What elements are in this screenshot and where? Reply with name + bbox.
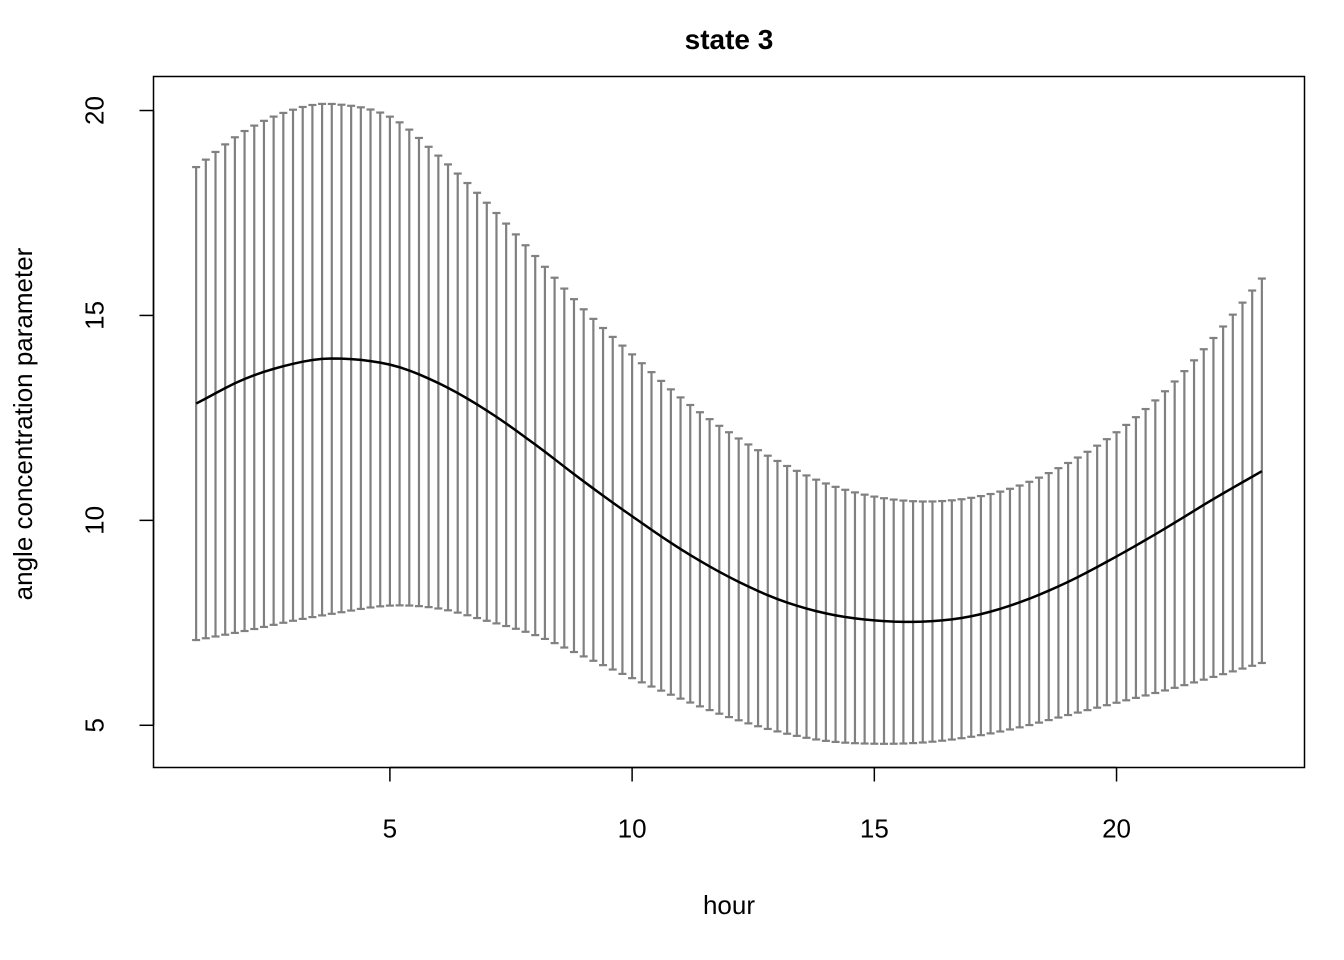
error-bar: [1025, 480, 1034, 727]
error-bar: [1228, 313, 1237, 673]
error-bar: [976, 494, 985, 737]
y-axis: 5 10 15 20: [80, 96, 155, 733]
x-tick-label: 10: [618, 814, 647, 844]
error-bar: [1180, 370, 1189, 687]
error-bar: [1083, 450, 1092, 712]
error-bar: [783, 464, 792, 735]
error-bar: [1170, 380, 1179, 689]
error-bar: [763, 454, 772, 731]
error-bar: [1238, 301, 1247, 670]
error-bar: [1112, 431, 1121, 704]
error-bar: [1035, 476, 1044, 724]
error-bars-group: [192, 102, 1266, 745]
error-bar: [1151, 399, 1160, 695]
error-bar: [1257, 277, 1266, 665]
error-bar: [1209, 336, 1218, 679]
error-bar: [812, 478, 821, 741]
error-bar: [250, 124, 259, 631]
chart-title: state 3: [685, 24, 774, 55]
error-bar: [1073, 456, 1082, 714]
error-bar: [734, 437, 743, 722]
x-tick-label: 20: [1102, 814, 1131, 844]
x-tick-label: 5: [383, 814, 397, 844]
error-bar: [385, 115, 394, 607]
error-bar: [289, 108, 298, 622]
error-bar: [1005, 487, 1014, 731]
y-axis-label: angle concentration parameter: [8, 247, 38, 600]
error-bar: [802, 474, 811, 739]
error-bar: [240, 129, 249, 633]
error-bar: [279, 111, 288, 624]
error-bar: [414, 136, 423, 608]
error-bar: [792, 469, 801, 737]
error-bar: [405, 128, 414, 607]
error-bar: [744, 443, 753, 725]
error-bar: [986, 492, 995, 735]
error-bar: [1093, 444, 1102, 709]
error-bar: [269, 115, 278, 626]
error-bar: [1122, 423, 1131, 702]
error-bar: [715, 424, 724, 715]
error-bar: [1131, 416, 1140, 699]
error-bar: [356, 106, 365, 611]
x-axis: 5 10 15 20: [383, 766, 1131, 844]
error-bar: [1054, 467, 1063, 719]
error-bar: [695, 411, 704, 708]
error-bar: [1064, 461, 1073, 717]
error-bar: [705, 418, 714, 712]
error-bar: [395, 121, 404, 607]
error-bar: [221, 143, 230, 636]
error-bar: [1102, 438, 1111, 707]
error-bar: [1199, 348, 1208, 681]
error-bar: [754, 449, 763, 728]
error-bar: [1141, 407, 1150, 697]
error-bar: [259, 119, 268, 629]
error-bar: [773, 459, 782, 733]
y-tick-label: 10: [80, 506, 110, 535]
error-bar: [366, 108, 375, 609]
error-bar: [1190, 359, 1199, 684]
error-bar: [376, 111, 385, 608]
x-tick-label: 15: [860, 814, 889, 844]
error-bar: [725, 431, 733, 719]
y-tick-label: 15: [80, 301, 110, 330]
error-bar: [1219, 325, 1228, 676]
error-bar: [996, 490, 1005, 733]
y-tick-label: 20: [80, 96, 110, 125]
error-bar: [230, 136, 239, 635]
error-bar: [424, 145, 433, 609]
error-bar: [1044, 471, 1053, 722]
x-axis-label: hour: [703, 890, 755, 920]
y-tick-label: 5: [80, 718, 110, 732]
error-bar: [1160, 390, 1169, 692]
mean-line: [195, 357, 1263, 624]
error-bar: [1015, 484, 1024, 729]
